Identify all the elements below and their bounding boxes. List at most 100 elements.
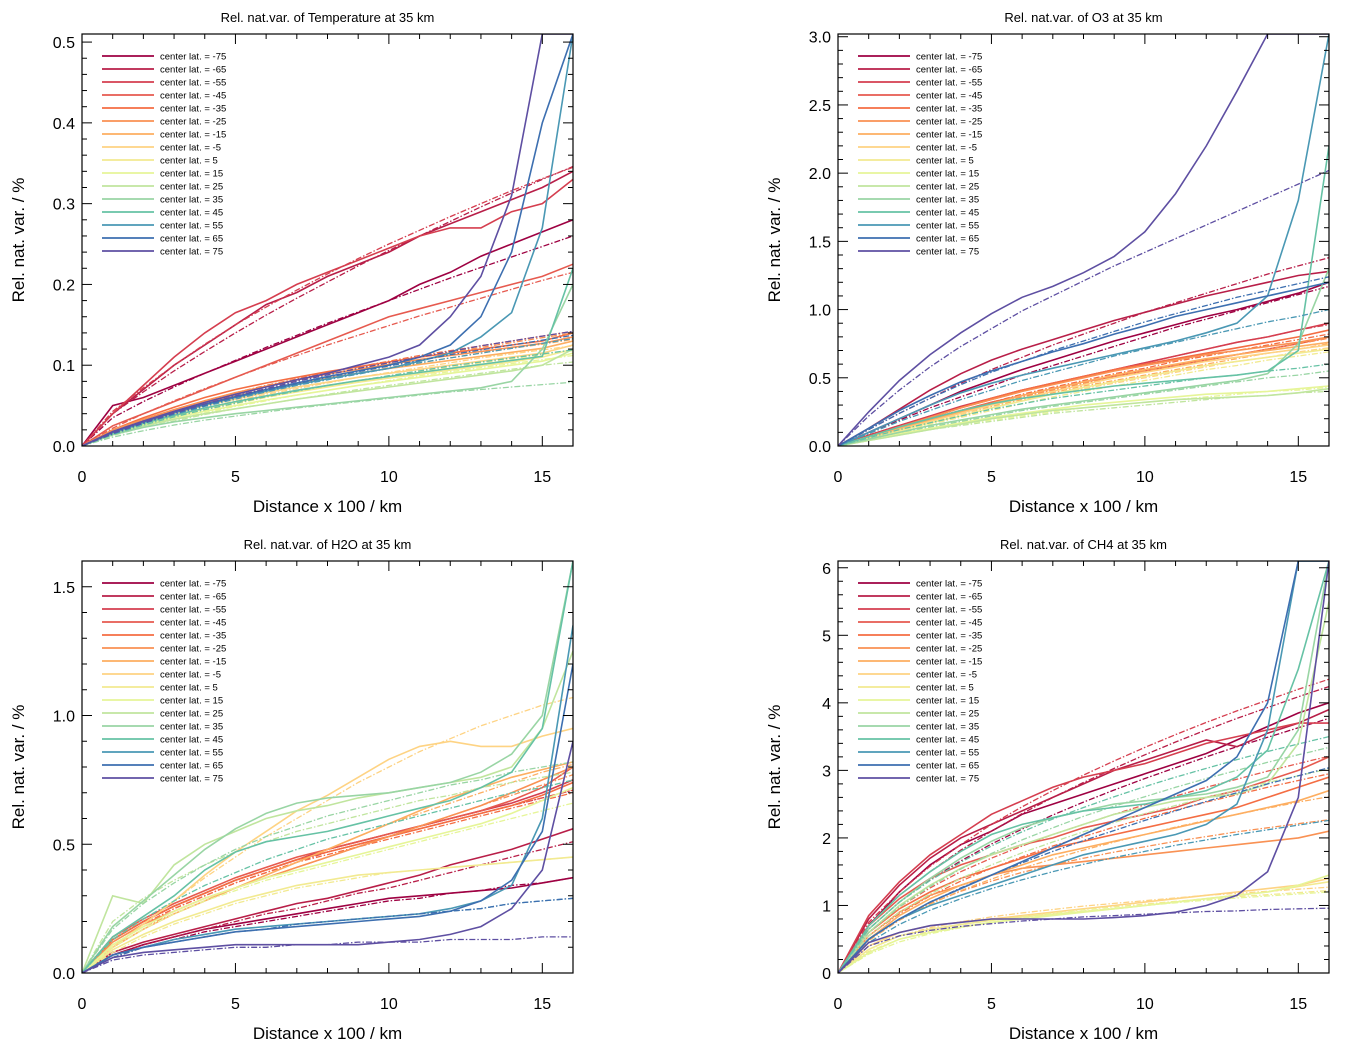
series-line [82,741,573,973]
series-line [838,561,1329,973]
y-tick-label: 5 [822,628,831,645]
series-fit-line [82,696,573,973]
legend-label: center lat. = -35 [160,631,226,642]
y-tick-label: 2.5 [809,98,831,115]
series-line [838,34,1329,446]
series-fit-line [838,276,1329,446]
series-fit-line [838,363,1329,446]
series-line [838,789,1329,973]
x-axis-label: Distance x 100 / km [1009,497,1158,516]
series-line [838,702,1329,973]
x-tick-label: 0 [78,996,87,1013]
x-axis-label: Distance x 100 / km [253,497,402,516]
chart-title: Rel. nat.var. of H2O at 35 km [244,537,412,552]
legend-label: center lat. = 75 [916,774,979,785]
legend: center lat. = -75 center lat. = -65 center… [858,52,982,258]
series-line [838,561,1329,973]
series-line [838,561,1329,973]
chart-title: Rel. nat.var. of CH4 at 35 km [1000,537,1167,552]
y-tick-label: 1.0 [809,303,831,320]
series-line [82,650,573,973]
x-axis-label: Distance x 100 / km [253,1024,402,1043]
series-line [82,284,573,446]
plot-lines [838,561,1329,973]
legend-label: center lat. = -35 [916,104,982,115]
series-fit-line [82,235,573,446]
series-line [82,352,573,446]
series-line [82,561,573,973]
legend-label: center lat. = 5 [160,156,218,167]
series-line [82,332,573,446]
series-line [82,348,573,446]
legend-label: center lat. = 45 [916,208,979,219]
series-line [838,708,1329,973]
series-fit-line [82,936,573,973]
y-tick-label: 0.1 [53,358,75,375]
legend: center lat. = -75 center lat. = -65 center… [858,579,982,785]
y-tick-label: 2.0 [809,166,831,183]
legend-label: center lat. = 15 [916,169,979,180]
series-fit-line [82,337,573,446]
x-tick-label: 15 [1289,469,1307,486]
legend-label: center lat. = -65 [160,65,226,76]
series-line [838,341,1329,446]
legend-label: center lat. = 5 [916,156,974,167]
x-tick-label: 0 [834,996,843,1013]
x-tick-label: 10 [380,996,398,1013]
y-tick-label: 6 [822,561,831,578]
series-fit-line [82,771,573,973]
series-fit-line [838,678,1329,973]
x-tick-label: 0 [78,469,87,486]
y-tick-label: 0.5 [809,371,831,388]
legend-label: center lat. = -65 [916,592,982,603]
legend-label: center lat. = 75 [916,247,979,258]
series-line [82,178,573,446]
legend-label: center lat. = -55 [160,605,226,616]
chart-h2o: Rel. nat.var. of H2O at 35 km 0 5 10 15 0.0 0.… [9,537,574,1043]
series-line [82,34,573,446]
legend-label: center lat. = 65 [916,761,979,772]
legend-label: center lat. = 5 [916,683,974,694]
y-tick-label: 0.5 [53,837,75,854]
series-fit-line [82,877,573,973]
series-line [838,385,1329,446]
y-tick-label: 4 [822,696,831,713]
series-fit-line [838,685,1329,973]
chart-temperature: Rel. nat.var. of Temperature at 35 km 0 5 1… [9,10,574,516]
plot-lines [82,561,573,973]
x-tick-label: 10 [1136,469,1154,486]
legend-label: center lat. = 55 [916,221,979,232]
y-axis-label: Rel. nat. var. / % [765,705,784,830]
series-fit-line [838,889,1329,973]
y-tick-label: 0 [822,966,831,983]
legend-label: center lat. = 45 [916,735,979,746]
series-fit-line [838,768,1329,973]
legend-label: center lat. = 15 [160,169,223,180]
series-line [82,786,573,973]
legend-label: center lat. = -55 [916,78,982,89]
legend-label: center lat. = -5 [916,670,977,681]
legend-label: center lat. = -15 [916,130,982,141]
series-line [82,219,573,446]
series-line [838,34,1329,446]
legend-label: center lat. = 25 [160,182,223,193]
legend-label: center lat. = -5 [160,143,221,154]
y-tick-label: 0.3 [53,197,75,214]
series-line [838,387,1329,446]
legend-label: center lat. = -25 [160,117,226,128]
y-axis-label: Rel. nat. var. / % [9,178,28,303]
series-fit-line [838,819,1329,973]
series-line [82,170,573,446]
legend-label: center lat. = -25 [916,644,982,655]
legend-label: center lat. = 15 [916,696,979,707]
series-fit-line [838,886,1329,973]
legend-label: center lat. = 75 [160,774,223,785]
legend-label: center lat. = -35 [916,631,982,642]
series-fit-line [82,841,573,973]
legend-label: center lat. = -15 [160,657,226,668]
y-tick-label: 3 [822,763,831,780]
legend-label: center lat. = -45 [160,91,226,102]
series-line [838,344,1329,446]
y-tick-label: 0.2 [53,277,75,294]
x-tick-label: 0 [834,469,843,486]
